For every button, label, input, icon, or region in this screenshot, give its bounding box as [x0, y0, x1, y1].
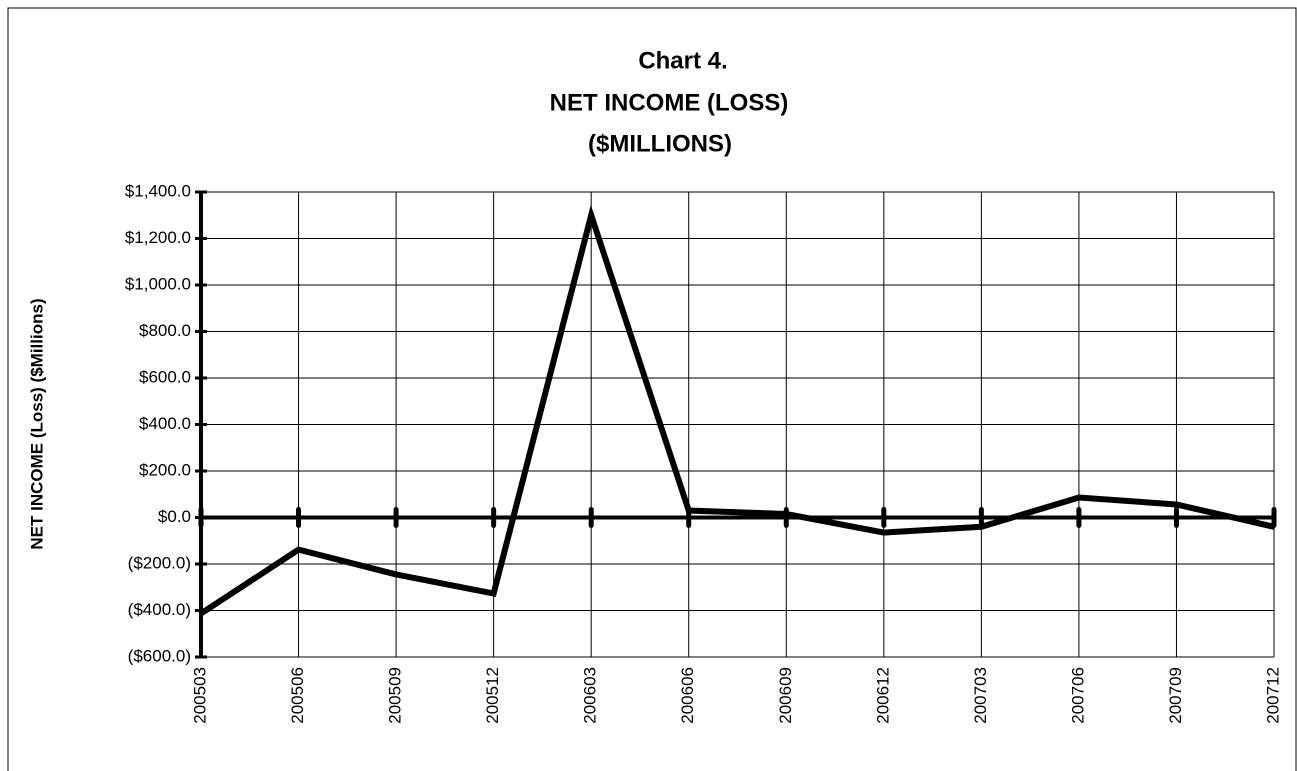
y-tick-label: $1,000.0	[125, 274, 191, 293]
y-tick-label: $400.0	[139, 414, 191, 433]
x-tick-label: 200612	[873, 667, 892, 724]
chart-title-line: NET INCOME (LOSS)	[550, 89, 789, 116]
y-tick-label: $0.0	[158, 507, 191, 526]
y-tick-label: $800.0	[139, 321, 191, 340]
y-tick-label: $600.0	[139, 367, 191, 386]
chart-frame	[7, 7, 1297, 771]
y-tick-label: $1,400.0	[125, 181, 191, 200]
chart-title-line: Chart 4.	[638, 47, 727, 74]
x-tick-label: 200603	[581, 667, 600, 724]
chart-title-line: ($MILLIONS)	[588, 130, 732, 157]
y-tick-label: $1,200.0	[125, 228, 191, 247]
data-line	[199, 204, 1275, 617]
x-tick-label: 200712	[1263, 667, 1282, 724]
x-tick-label: 200703	[971, 667, 990, 724]
y-tick-label: ($400.0)	[128, 600, 191, 619]
y-tick-label: ($600.0)	[128, 646, 191, 665]
x-tick-label: 200606	[678, 667, 697, 724]
x-tick-label: 200509	[386, 667, 405, 724]
x-tick-label: 200503	[190, 667, 209, 724]
y-tick-label: ($200.0)	[128, 553, 191, 572]
y-axis-label: NET INCOME (Loss) ($Millions)	[27, 298, 46, 549]
x-tick-label: 200709	[1166, 667, 1185, 724]
x-tick-label: 200609	[776, 667, 795, 724]
x-tick-label: 200506	[288, 667, 307, 724]
y-tick-label: $200.0	[139, 460, 191, 479]
x-tick-label: 200706	[1068, 667, 1087, 724]
x-tick-label: 200512	[483, 667, 502, 724]
